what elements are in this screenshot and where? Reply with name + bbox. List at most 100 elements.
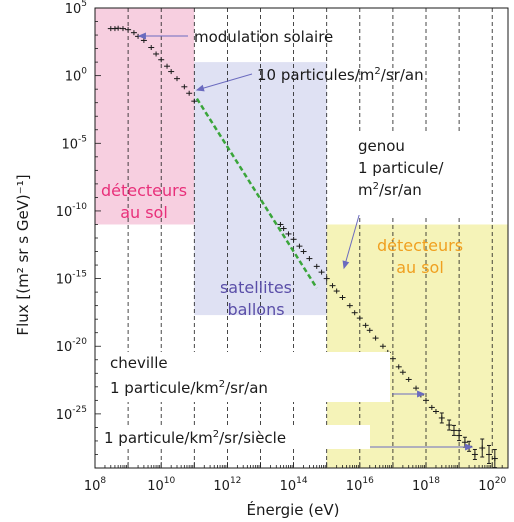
data-point-11 (164, 63, 171, 69)
x-tick-label-2: 1012 (213, 476, 241, 494)
y-tick-label-5: 10-20 (56, 337, 88, 355)
siecle-bg (100, 425, 370, 449)
y-tick-label-1: 100 (65, 67, 88, 85)
data-point-27 (329, 283, 336, 289)
cheville-line-1: cheville (110, 354, 168, 372)
arrow-head (195, 84, 205, 92)
data-points-group (107, 25, 498, 469)
data-point-54 (479, 438, 486, 458)
arrow-10-particules (195, 73, 253, 92)
data-point-22 (300, 249, 307, 255)
annotation-10-particules-rest: /sr/an (381, 66, 424, 84)
region-1 (194, 62, 327, 316)
sup-2: 2 (374, 66, 380, 77)
data-point-44 (423, 397, 430, 403)
annotation-10-particules-text: 10 particules/m (257, 66, 374, 84)
data-point-17 (277, 221, 284, 227)
data-point-40 (399, 369, 406, 375)
arrow-siecle (370, 443, 474, 451)
genou-bg (352, 133, 482, 215)
annotation-modulation: modulation solaire (194, 28, 333, 46)
siecle-rest: /sr/siècle (219, 429, 286, 447)
data-point-55 (485, 444, 492, 464)
data-point-12 (168, 69, 175, 75)
region-label-1-0: satellites (220, 278, 292, 297)
annotation-10-particules: 10 particules/m2/sr/an (257, 66, 424, 84)
data-point-16 (191, 98, 198, 104)
cheville-bg (104, 352, 390, 402)
data-point-45 (428, 404, 435, 410)
region-0 (95, 8, 195, 225)
genou-m: m (358, 181, 373, 199)
data-point-42 (413, 385, 420, 391)
arrow-head (137, 32, 146, 40)
data-point-50 (456, 430, 463, 442)
data-point-38 (389, 356, 396, 362)
region-label-2-0: détecteurs (377, 236, 463, 255)
arrow-modulation (137, 32, 188, 40)
cheville-line-2: 1 particule/km2/sr/an (110, 379, 268, 397)
region-label-0-0: détecteurs (101, 181, 187, 200)
region-label-1-1: ballons (227, 300, 284, 319)
data-point-39 (395, 364, 402, 370)
arrow-head (465, 443, 474, 451)
arrow-genou (342, 211, 361, 270)
cheville-sup: 2 (219, 379, 225, 390)
data-point-30 (346, 303, 353, 309)
genou-sup: 2 (373, 181, 379, 192)
genou-line-1: genou (358, 137, 405, 155)
genou-line-3: m2/sr/an (358, 181, 422, 199)
x-tick-label-5: 1018 (412, 476, 440, 494)
genou-rest: /sr/an (379, 181, 422, 199)
data-point-15 (186, 90, 193, 96)
data-point-13 (173, 76, 180, 82)
siecle-line: 1 particule/km2/sr/siècle (104, 429, 286, 447)
data-point-41 (405, 376, 412, 382)
x-tick-label-6: 1020 (478, 476, 506, 494)
region-label-2-1: au sol (396, 258, 444, 277)
data-point-32 (356, 315, 363, 321)
data-point-31 (351, 310, 358, 316)
x-tick-label-4: 1016 (346, 476, 374, 494)
data-point-9 (153, 51, 160, 57)
x-tick-label-0: 108 (84, 476, 107, 494)
fit-line (195, 97, 318, 289)
siecle-text: 1 particule/km (104, 429, 213, 447)
x-tick-label-3: 1014 (280, 476, 308, 494)
data-point-26 (323, 276, 330, 282)
arrow-line (196, 73, 253, 91)
data-point-7 (140, 37, 147, 43)
y-tick-label-0: 105 (65, 0, 87, 17)
data-point-21 (296, 243, 303, 249)
arrow-head (342, 260, 350, 270)
data-point-18 (280, 226, 287, 232)
x-axis-title: Énergie (eV) (247, 500, 340, 519)
y-tick-label-2: 10-5 (61, 134, 87, 152)
data-point-8 (148, 45, 155, 51)
data-point-10 (158, 57, 165, 63)
annotation-arrows (137, 32, 474, 451)
fit-line-group (195, 97, 318, 289)
y-ticks: 105 100 10-5 10-10 10-15 10-20 10-25 (56, 0, 101, 469)
data-point-28 (333, 288, 340, 294)
x-tick-label-1: 1010 (147, 476, 175, 494)
data-point-33 (362, 322, 369, 328)
arrow-line (343, 211, 361, 269)
data-point-53 (471, 448, 478, 460)
annotation-siecle: 1 particule/km2/sr/siècle (100, 425, 370, 449)
arrow-head (417, 390, 426, 398)
data-point-48 (446, 419, 453, 431)
siecle-sup: 2 (213, 429, 219, 440)
data-point-46 (432, 408, 439, 414)
data-point-23 (306, 256, 313, 262)
region-label-0-1: au sol (120, 203, 168, 222)
data-point-5 (130, 30, 137, 36)
data-point-24 (313, 263, 320, 269)
data-point-47 (438, 412, 445, 424)
data-point-19 (285, 231, 292, 237)
region-labels: détecteurs au sol satellites ballons détecte… (101, 181, 463, 319)
annotation-genou: genou 1 particule/ m2/sr/an (352, 133, 482, 215)
y-tick-label-4: 10-15 (56, 270, 87, 288)
data-point-49 (450, 424, 457, 436)
